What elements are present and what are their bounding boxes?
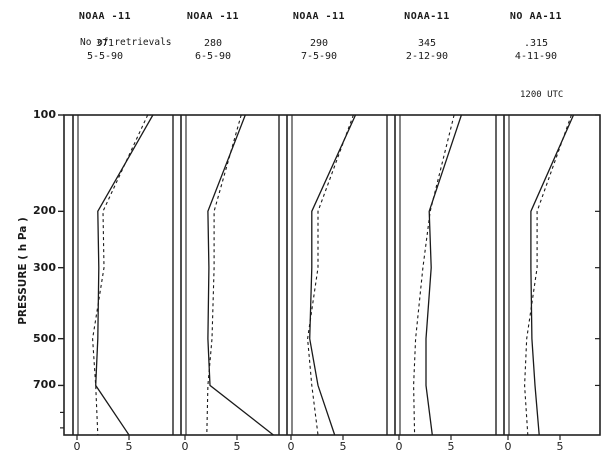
x-tick-label: 5 — [340, 440, 347, 450]
panel-header: NOAA -11 371 5-5-90 — [60, 10, 150, 63]
panel-satellite: NO AA-11 — [509, 11, 563, 22]
profile-dashed-line — [413, 114, 455, 436]
panel-layer: 0 5 0 5 0 5 0 5 0 5 — [72, 114, 575, 450]
panel-date: 7-5-90 — [300, 51, 338, 62]
y-tick-label: 500 — [33, 331, 56, 345]
panel-header: NOAA-11 345 2-12-90 — [382, 10, 472, 63]
panel-date: 2-12-90 — [405, 51, 449, 62]
x-tick-label: 0 — [505, 440, 512, 450]
panel-retrievals: 345 — [417, 38, 437, 49]
profile-solid-line — [309, 114, 357, 436]
x-tick-label: 0 — [74, 440, 81, 450]
panel-retrievals: 290 — [309, 38, 329, 49]
panel-satellite: NOAA -11 — [78, 11, 132, 22]
panel-retrievals: 371 — [95, 38, 115, 49]
profile-solid-line — [530, 114, 575, 436]
time-label: 1200 UTC — [520, 90, 564, 100]
x-tick-label: 0 — [182, 440, 189, 450]
panel-header: NO AA-11 .315 4-11-90 — [491, 10, 581, 63]
profile-solid-line — [425, 114, 463, 436]
panel-header: NOAA -11 290 7-5-90 — [274, 10, 364, 63]
profile-solid-line — [207, 114, 274, 436]
x-tick-label: 5 — [234, 440, 241, 450]
panel-satellite: NOAA -11 — [292, 11, 346, 22]
x-tick-label: 0 — [288, 440, 295, 450]
plot-border — [63, 114, 601, 436]
y-tick-label: 200 — [33, 204, 56, 218]
profile-dashed-line — [524, 114, 572, 436]
panel-satellite: NOAA-11 — [404, 11, 450, 22]
y-tick-label: 700 — [33, 378, 56, 392]
profile-dashed-line — [92, 114, 149, 436]
panel-date: 6-5-90 — [194, 51, 232, 62]
panel-retrievals: .315 — [523, 38, 549, 49]
retrievals-label: No of retrievals — [80, 37, 172, 48]
y-tick-label: 300 — [33, 260, 56, 274]
profile-dashed-line — [307, 114, 354, 436]
panel-date: 5-5-90 — [86, 51, 124, 62]
panel-retrievals: 280 — [203, 38, 223, 49]
profile-dashed-line — [206, 114, 242, 436]
y-tick-label: 100 — [33, 108, 56, 121]
x-tick-label: 5 — [448, 440, 455, 450]
panel-header: NOAA -11 280 6-5-90 — [168, 10, 258, 63]
x-tick-label: 5 — [126, 440, 133, 450]
plot-frame — [58, 114, 601, 436]
profile-solid-line — [95, 114, 154, 436]
panel-date: 4-11-90 — [514, 51, 558, 62]
panel-satellite: NOAA -11 — [186, 11, 240, 22]
x-tick-label: 5 — [557, 440, 564, 450]
x-tick-label: 0 — [396, 440, 403, 450]
